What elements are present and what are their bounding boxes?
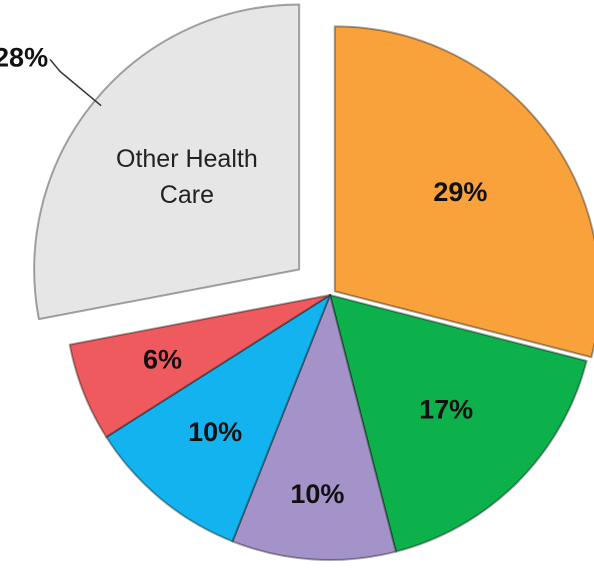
value-label: 28%	[0, 43, 48, 73]
value-label: 17%	[419, 394, 473, 424]
value-label: 29%	[433, 177, 487, 207]
pie-slice	[105, 294, 331, 543]
value-label: 10%	[290, 479, 344, 509]
value-label: 6%	[143, 344, 182, 374]
value-label: 10%	[188, 417, 242, 447]
pie-slice	[329, 294, 588, 553]
pie-slice	[333, 25, 594, 359]
category-label: Other Health Care	[116, 144, 258, 209]
pie-slice	[68, 294, 331, 438]
pie-slice	[231, 294, 397, 561]
leader-line	[49, 58, 102, 107]
